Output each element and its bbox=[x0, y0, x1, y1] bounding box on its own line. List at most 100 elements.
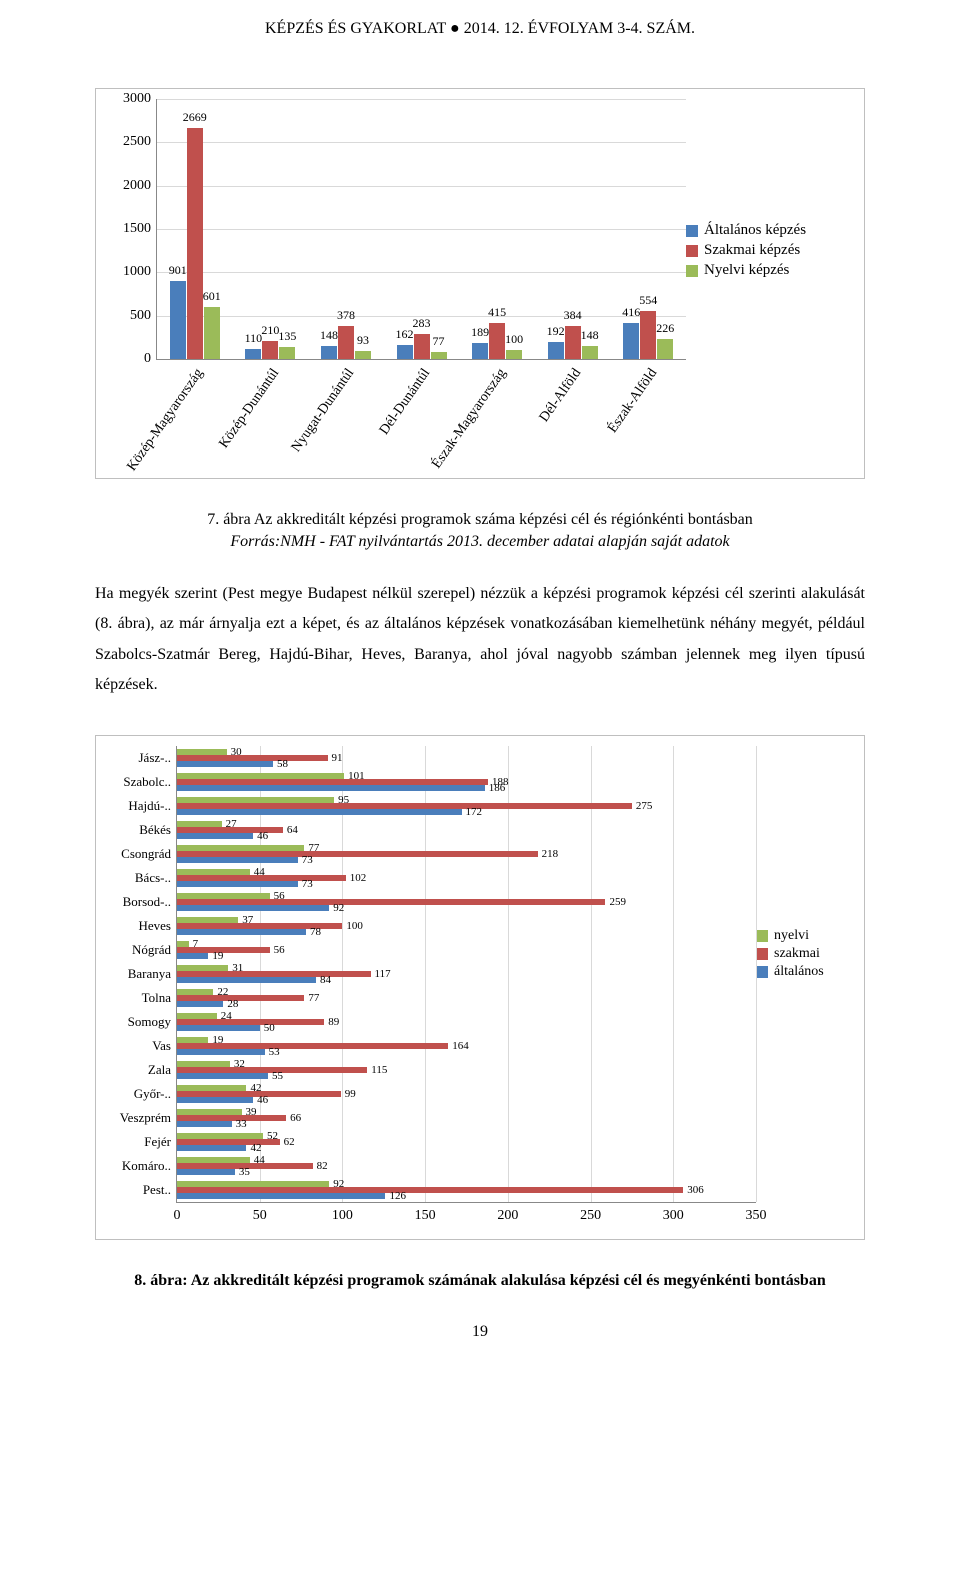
chart-2-value-label: 275 bbox=[636, 800, 653, 812]
chart-1-ytick: 1500 bbox=[107, 221, 151, 237]
chart-2-xtick: 150 bbox=[415, 1208, 436, 1224]
chart-1-group: 192384148 bbox=[535, 99, 611, 359]
chart-2-bar: 84 bbox=[177, 977, 316, 983]
chart-2-bar: 78 bbox=[177, 929, 306, 935]
chart-1-legend-item: Szakmai képzés bbox=[686, 242, 856, 259]
chart-1-value-label: 162 bbox=[396, 327, 414, 342]
chart-1-value-label: 77 bbox=[433, 334, 445, 349]
chart-2-bar: 172 bbox=[177, 809, 462, 815]
chart-2-ylabel: Komáro.. bbox=[101, 1158, 177, 1174]
chart-2-row: Baranya3111784 bbox=[177, 962, 756, 986]
chart-1-value-label: 210 bbox=[261, 323, 279, 338]
chart-1-bar: 283 bbox=[414, 334, 430, 359]
chart-2-xtick: 50 bbox=[253, 1208, 267, 1224]
chart-2-value-label: 62 bbox=[284, 1136, 295, 1148]
chart-2-value-label: 58 bbox=[277, 758, 288, 770]
chart-2-value-label: 66 bbox=[290, 1112, 301, 1124]
chart-2-value-label: 259 bbox=[609, 896, 626, 908]
chart-2-xtick: 0 bbox=[174, 1208, 181, 1224]
chart-2-value-label: 77 bbox=[308, 992, 319, 1004]
chart-2-bar: 42 bbox=[177, 1145, 246, 1151]
chart-1-value-label: 192 bbox=[547, 324, 565, 339]
chart-1-plot: 0500100015002000250030009012669601110210… bbox=[156, 99, 686, 360]
chart-2-bar: 73 bbox=[177, 857, 298, 863]
chart-2-value-label: 82 bbox=[317, 1160, 328, 1172]
chart-2-value-label: 73 bbox=[302, 854, 313, 866]
chart-2-ylabel: Jász-.. bbox=[101, 750, 177, 766]
chart-2-ylabel: Somogy bbox=[101, 1014, 177, 1030]
chart-2-value-label: 33 bbox=[236, 1118, 247, 1130]
chart-2-bar: 92 bbox=[177, 905, 329, 911]
chart-1-bar: 192 bbox=[548, 342, 564, 359]
chart-1-ytick: 2000 bbox=[107, 178, 151, 194]
chart-1-value-label: 148 bbox=[320, 328, 338, 343]
chart-2-legend-item: szakmai bbox=[756, 946, 856, 962]
chart-1-bar: 162 bbox=[397, 345, 413, 359]
chart-2-value-label: 84 bbox=[320, 974, 331, 986]
chart-2-legend-item: általános bbox=[756, 964, 856, 980]
chart-1-group: 16228377 bbox=[384, 99, 460, 359]
legend-swatch bbox=[756, 930, 768, 942]
chart-2-xtick: 300 bbox=[663, 1208, 684, 1224]
chart-2-bar: 50 bbox=[177, 1025, 260, 1031]
legend-swatch bbox=[686, 225, 698, 237]
chart-1-value-label: 100 bbox=[505, 332, 523, 347]
chart-2-ylabel: Békés bbox=[101, 822, 177, 838]
chart-2-value-label: 19 bbox=[212, 950, 223, 962]
chart-2-value-label: 92 bbox=[333, 902, 344, 914]
legend-label: Szakmai képzés bbox=[704, 242, 800, 259]
chart-2-xtick: 250 bbox=[580, 1208, 601, 1224]
chart-2-bar: 126 bbox=[177, 1193, 385, 1199]
chart-2-ylabel: Baranya bbox=[101, 966, 177, 982]
chart-1-xlabel: Észak-Alföld bbox=[605, 366, 661, 436]
chart-1-bar: 110 bbox=[245, 349, 261, 359]
chart-1-bar: 210 bbox=[262, 341, 278, 359]
chart-1-value-label: 2669 bbox=[183, 110, 207, 125]
chart-1-bar: 601 bbox=[204, 307, 220, 359]
chart-2-bar: 46 bbox=[177, 1097, 253, 1103]
chart-2-xtick: 350 bbox=[746, 1208, 767, 1224]
chart-1-group: 110210135 bbox=[233, 99, 309, 359]
chart-2-value-label: 42 bbox=[250, 1142, 261, 1154]
chart-1-bar: 148 bbox=[582, 346, 598, 359]
chart-2-bar: 58 bbox=[177, 761, 273, 767]
chart-1-xlabel: Dél-Dunántúl bbox=[377, 366, 434, 438]
chart-2-ylabel: Hajdú-.. bbox=[101, 798, 177, 814]
chart-2-row: Bács-..4410273 bbox=[177, 866, 756, 890]
chart-1-value-label: 110 bbox=[245, 331, 263, 346]
chart-1-group: 901 2669 601 bbox=[157, 99, 233, 359]
chart-1-ytick: 2500 bbox=[107, 134, 151, 150]
chart-2-row: Borsod-..5625992 bbox=[177, 890, 756, 914]
chart-1-value-label: 554 bbox=[639, 293, 657, 308]
chart-2-legend-item: nyelvi bbox=[756, 928, 856, 944]
chart-1-value-label: 384 bbox=[564, 308, 582, 323]
chart-1-group: 14837893 bbox=[308, 99, 384, 359]
legend-label: szakmai bbox=[774, 946, 820, 962]
chart-2-row: Vas1916453 bbox=[177, 1034, 756, 1058]
chart-1-bar: 226 bbox=[657, 339, 673, 359]
chart-2-row: Tolna227728 bbox=[177, 986, 756, 1010]
chart-2-row: Szabolc..101188186 bbox=[177, 770, 756, 794]
chart-2-value-label: 35 bbox=[239, 1166, 250, 1178]
chart-2-value-label: 53 bbox=[269, 1046, 280, 1058]
chart-2-row: Békés276446 bbox=[177, 818, 756, 842]
chart-1-ytick: 3000 bbox=[107, 91, 151, 107]
chart-2-bar: 46 bbox=[177, 833, 253, 839]
chart-1-value-label: 415 bbox=[488, 305, 506, 320]
chart-2-value-label: 46 bbox=[257, 1094, 268, 1106]
chart-2-row: Jász-..309158 bbox=[177, 746, 756, 770]
chart-1-frame: 0500100015002000250030009012669601110210… bbox=[95, 88, 865, 479]
legend-label: nyelvi bbox=[774, 928, 809, 944]
chart-1-value-label: 416 bbox=[622, 305, 640, 320]
chart-2-row: Csongrád7721873 bbox=[177, 842, 756, 866]
chart-2-bar: 19 bbox=[177, 953, 208, 959]
chart-2-value-label: 306 bbox=[687, 1184, 704, 1196]
caption-1-line-a: 7. ábra Az akkreditált képzési programok… bbox=[207, 511, 753, 528]
chart-2-row: Komáro..448235 bbox=[177, 1154, 756, 1178]
legend-label: Általános képzés bbox=[704, 222, 806, 239]
chart-1-ytick: 500 bbox=[107, 308, 151, 324]
chart-2-row: Veszprém396633 bbox=[177, 1106, 756, 1130]
chart-2-bar: 35 bbox=[177, 1169, 235, 1175]
chart-2-value-label: 50 bbox=[264, 1022, 275, 1034]
chart-1-bar: 901 bbox=[170, 281, 186, 359]
